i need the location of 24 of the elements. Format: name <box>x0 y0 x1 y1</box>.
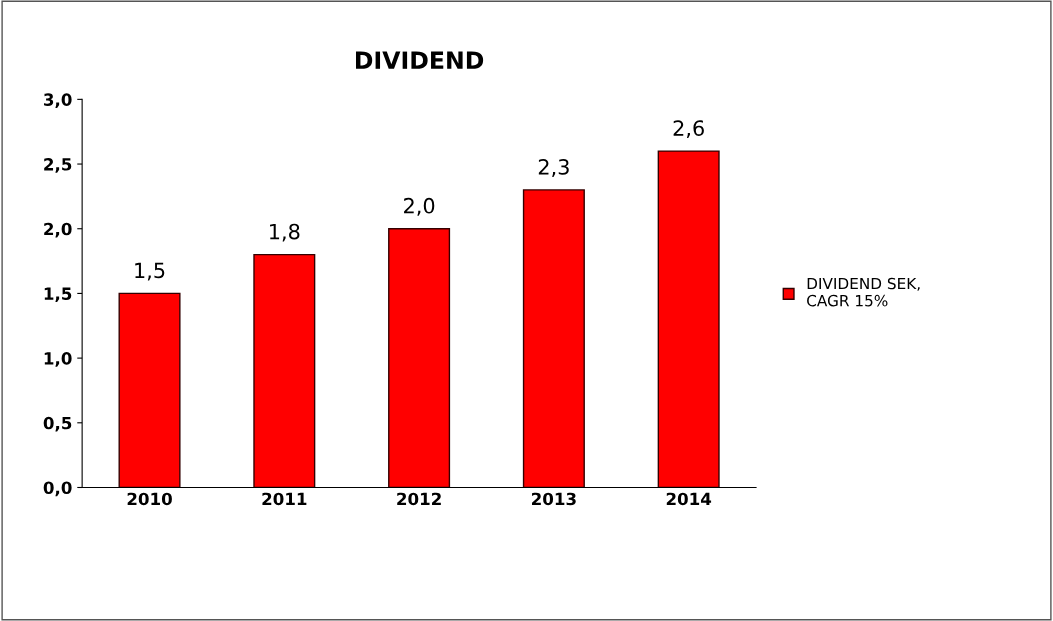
y-tick-label: 0,5 <box>43 416 72 432</box>
x-tick-label: 2014 <box>666 492 712 506</box>
y-tick-label: 0,0 <box>43 481 72 497</box>
bar <box>388 228 451 488</box>
bar <box>657 150 720 488</box>
legend-label: DIVIDEND SEK, CAGR 15% <box>807 277 920 307</box>
x-tick-label: 2012 <box>397 492 441 506</box>
bar <box>253 253 316 488</box>
chart-title: DIVIDEND <box>356 51 484 69</box>
data-label: 2,6 <box>673 120 704 139</box>
data-label: 2,0 <box>404 197 435 216</box>
y-tick-label: 2,0 <box>44 222 72 238</box>
data-label: 1,8 <box>270 223 300 242</box>
x-tick-label: 2011 <box>262 492 307 506</box>
y-tick-label: 2,5 <box>44 158 72 173</box>
x-tick-label: 2013 <box>532 492 576 506</box>
y-tick-label: 3,0 <box>44 93 72 109</box>
data-label: 2,3 <box>538 159 569 177</box>
bar <box>118 292 181 488</box>
bar <box>522 189 585 488</box>
y-tick-label: 1,5 <box>44 287 72 303</box>
y-tick-label: 1,0 <box>44 352 72 367</box>
x-tick-label: 2010 <box>127 492 172 506</box>
data-label: 1,5 <box>135 262 165 281</box>
